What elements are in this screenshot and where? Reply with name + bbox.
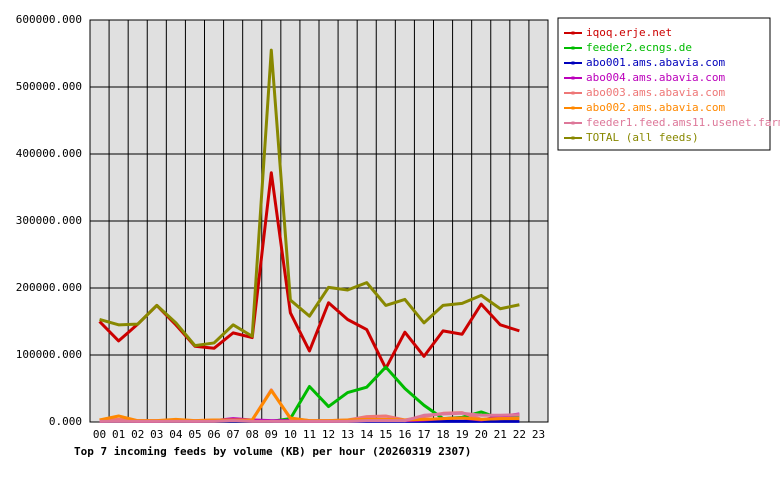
x-tick-label: 12 — [322, 428, 335, 441]
x-tick-label: 13 — [341, 428, 354, 441]
x-tick-label: 11 — [303, 428, 316, 441]
legend-label: abo003.ams.abavia.com — [586, 86, 725, 99]
x-tick-label: 02 — [131, 428, 144, 441]
legend-marker — [571, 106, 575, 110]
series-line — [99, 48, 520, 348]
x-tick-label: 19 — [456, 428, 469, 441]
x-tick-label: 15 — [379, 428, 392, 441]
y-tick-label: 600000.000 — [16, 13, 82, 26]
legend-label: abo002.ams.abavia.com — [586, 101, 725, 114]
x-tick-label: 07 — [227, 428, 240, 441]
legend-label: abo004.ams.abavia.com — [586, 71, 725, 84]
series-line — [99, 411, 520, 423]
y-tick-label: 500000.000 — [16, 80, 82, 93]
legend-label: abo001.ams.abavia.com — [586, 56, 725, 69]
y-tick-label: 300000.000 — [16, 214, 82, 227]
legend-marker — [571, 46, 575, 50]
x-tick-label: 18 — [436, 428, 449, 441]
y-tick-label: 200000.000 — [16, 281, 82, 294]
y-tick-label: 400000.000 — [16, 147, 82, 160]
legend-label: feeder2.ecngs.de — [586, 41, 692, 54]
x-tick-label: 23 — [532, 428, 545, 441]
x-tick-label: 16 — [398, 428, 411, 441]
x-tick-label: 10 — [284, 428, 297, 441]
x-tick-label: 17 — [417, 428, 430, 441]
x-tick-label: 21 — [494, 428, 507, 441]
legend-marker — [571, 136, 575, 140]
legend-label: feeder1.feed.ams11.usenet.farm — [586, 116, 780, 129]
x-tick-label: 09 — [265, 428, 278, 441]
x-tick-label: 08 — [246, 428, 259, 441]
legend-marker — [571, 121, 575, 125]
y-tick-label: 100000.000 — [16, 348, 82, 361]
chart-title: Top 7 incoming feeds by volume (KB) per … — [74, 445, 471, 458]
legend-label: iqoq.erje.net — [586, 26, 672, 39]
x-tick-label: 00 — [93, 428, 106, 441]
x-tick-label: 22 — [513, 428, 526, 441]
x-tick-label: 06 — [207, 428, 220, 441]
x-tick-label: 05 — [188, 428, 201, 441]
legend — [557, 17, 771, 151]
y-tick-label: 0.000 — [49, 415, 82, 428]
legend-marker — [571, 91, 575, 95]
legend-marker — [571, 61, 575, 65]
x-tick-label: 03 — [150, 428, 163, 441]
legend-marker — [571, 31, 575, 35]
legend-marker — [571, 76, 575, 80]
x-tick-label: 01 — [112, 428, 125, 441]
legend-label: TOTAL (all feeds) — [586, 131, 699, 144]
x-tick-label: 14 — [360, 428, 374, 441]
x-tick-label: 20 — [475, 428, 488, 441]
x-tick-label: 04 — [169, 428, 183, 441]
